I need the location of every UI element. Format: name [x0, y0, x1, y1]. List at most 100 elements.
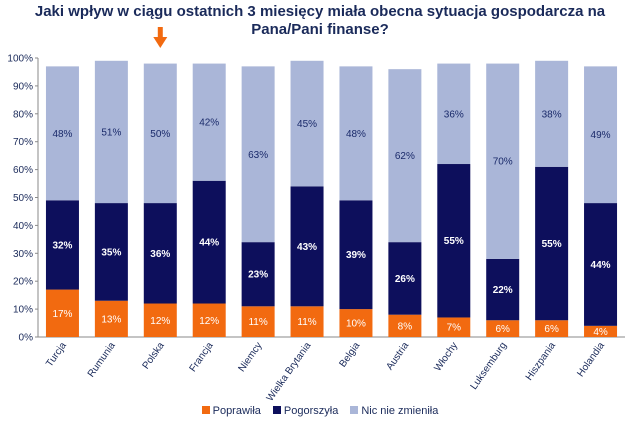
y-tick-label: 70%: [13, 137, 33, 148]
bar-segment-2: [584, 203, 618, 326]
legend-label: Poprawiła: [212, 405, 261, 417]
bar-segment-2: [339, 200, 373, 310]
x-category-label: Niemcy: [236, 340, 264, 374]
y-tick-label: 0%: [19, 333, 34, 344]
y-tick-label: 90%: [13, 81, 33, 92]
bar-segment-1: [486, 320, 520, 337]
bar-segment-3: [584, 66, 618, 204]
bar-segment-2: [437, 164, 471, 318]
bar-segment-1: [45, 289, 79, 337]
data-label: 62%: [395, 151, 415, 162]
data-label: 23%: [248, 270, 268, 281]
bar-segment-1: [192, 303, 226, 337]
legend-swatch: [272, 406, 281, 415]
legend-swatch: [201, 406, 210, 415]
chart-title: Jaki wpływ w ciągu ostatnich 3 miesięcy …: [0, 3, 640, 39]
data-label: 44%: [199, 238, 219, 249]
bar-segment-1: [143, 303, 177, 337]
x-category-label: Luksemburg: [469, 340, 510, 391]
data-label: 55%: [542, 239, 562, 250]
bar-segment-3: [143, 63, 177, 204]
chart-legend: Poprawiła Pogorszyła Nic nie zmieniła: [0, 405, 640, 417]
legend-entry: Nic nie zmieniła: [350, 405, 438, 417]
bar-segment-2: [486, 258, 520, 321]
highlight-arrow-icon: [153, 27, 168, 48]
bar-segment-2: [241, 242, 275, 307]
bar-segment-2: [388, 242, 422, 315]
data-label: 49%: [591, 130, 611, 141]
legend-entry: Poprawiła: [201, 405, 261, 417]
x-category-label: Turcja: [44, 340, 69, 369]
data-label: 4%: [593, 327, 608, 338]
x-category-label: Włochy: [432, 340, 460, 373]
bar-segment-3: [437, 63, 471, 165]
data-label: 42%: [199, 118, 219, 129]
bar-segment-3: [241, 66, 275, 243]
arrow-head: [153, 37, 168, 48]
bar-segment-1: [535, 320, 569, 337]
bar-segment-1: [339, 309, 373, 337]
bar-segment-3: [290, 60, 324, 187]
bar-segment-1: [94, 300, 128, 337]
y-tick-label: 80%: [13, 109, 33, 120]
x-category-label: Holandia: [575, 340, 607, 379]
data-label: 45%: [297, 119, 317, 130]
x-category-label: Polska: [141, 340, 167, 371]
data-label: 50%: [150, 129, 170, 140]
data-label: 6%: [544, 324, 559, 335]
bar-segment-1: [584, 325, 618, 337]
data-label: 48%: [52, 129, 72, 140]
bar-segment-1: [290, 306, 324, 337]
data-label: 10%: [346, 319, 366, 330]
data-label: 32%: [52, 240, 72, 251]
x-category-label: Belgia: [337, 340, 362, 369]
data-label: 39%: [346, 250, 366, 261]
chart-title-line-1: Jaki wpływ w ciągu ostatnich 3 miesięcy …: [34, 3, 606, 20]
y-tick-label: 50%: [13, 193, 33, 204]
data-label: 51%: [101, 127, 121, 138]
bar-segment-2: [45, 200, 79, 290]
legend-swatch: [350, 406, 359, 415]
y-tick-label: 100%: [7, 54, 33, 65]
data-label: 63%: [248, 150, 268, 161]
bar-segment-1: [437, 317, 471, 337]
data-label: 35%: [101, 247, 121, 258]
data-label: 36%: [444, 109, 464, 120]
chart-title-line-2: Pana/Pani finanse?: [251, 21, 389, 38]
data-label: 36%: [150, 249, 170, 260]
bar-segment-3: [486, 63, 520, 259]
y-tick-label: 30%: [13, 249, 33, 260]
bar-segment-2: [290, 186, 324, 307]
data-label: 11%: [248, 317, 267, 328]
data-label: 48%: [346, 129, 366, 140]
data-label: 11%: [297, 317, 316, 328]
arrow-shaft: [157, 27, 163, 38]
bar-segment-2: [94, 203, 128, 301]
data-label: 55%: [444, 236, 464, 247]
y-tick-label: 20%: [13, 277, 33, 288]
bar-segment-3: [94, 60, 128, 204]
bar-segment-1: [241, 306, 275, 337]
bar-segment-2: [192, 180, 226, 304]
data-label: 8%: [398, 321, 413, 332]
data-label: 7%: [447, 323, 462, 334]
data-label: 13%: [101, 314, 121, 325]
legend-label: Pogorszyła: [283, 405, 339, 417]
bar-segment-3: [388, 69, 422, 243]
bar-segment-3: [535, 60, 569, 167]
x-category-label: Rumunia: [86, 340, 118, 379]
y-tick-label: 40%: [13, 221, 33, 232]
x-category-label: Wielka Brytania: [265, 340, 314, 404]
x-category-label: Francja: [188, 340, 216, 374]
x-category-label: Hiszpania: [524, 340, 558, 383]
data-label: 38%: [542, 109, 562, 120]
y-tick-label: 60%: [13, 165, 33, 176]
bar-segment-3: [45, 66, 79, 201]
data-label: 44%: [591, 260, 611, 271]
bar-segment-1: [388, 314, 422, 337]
bar-segment-2: [535, 166, 569, 321]
data-label: 43%: [297, 242, 317, 253]
legend-entry: Pogorszyła: [272, 405, 339, 417]
bar-segment-3: [192, 63, 226, 181]
